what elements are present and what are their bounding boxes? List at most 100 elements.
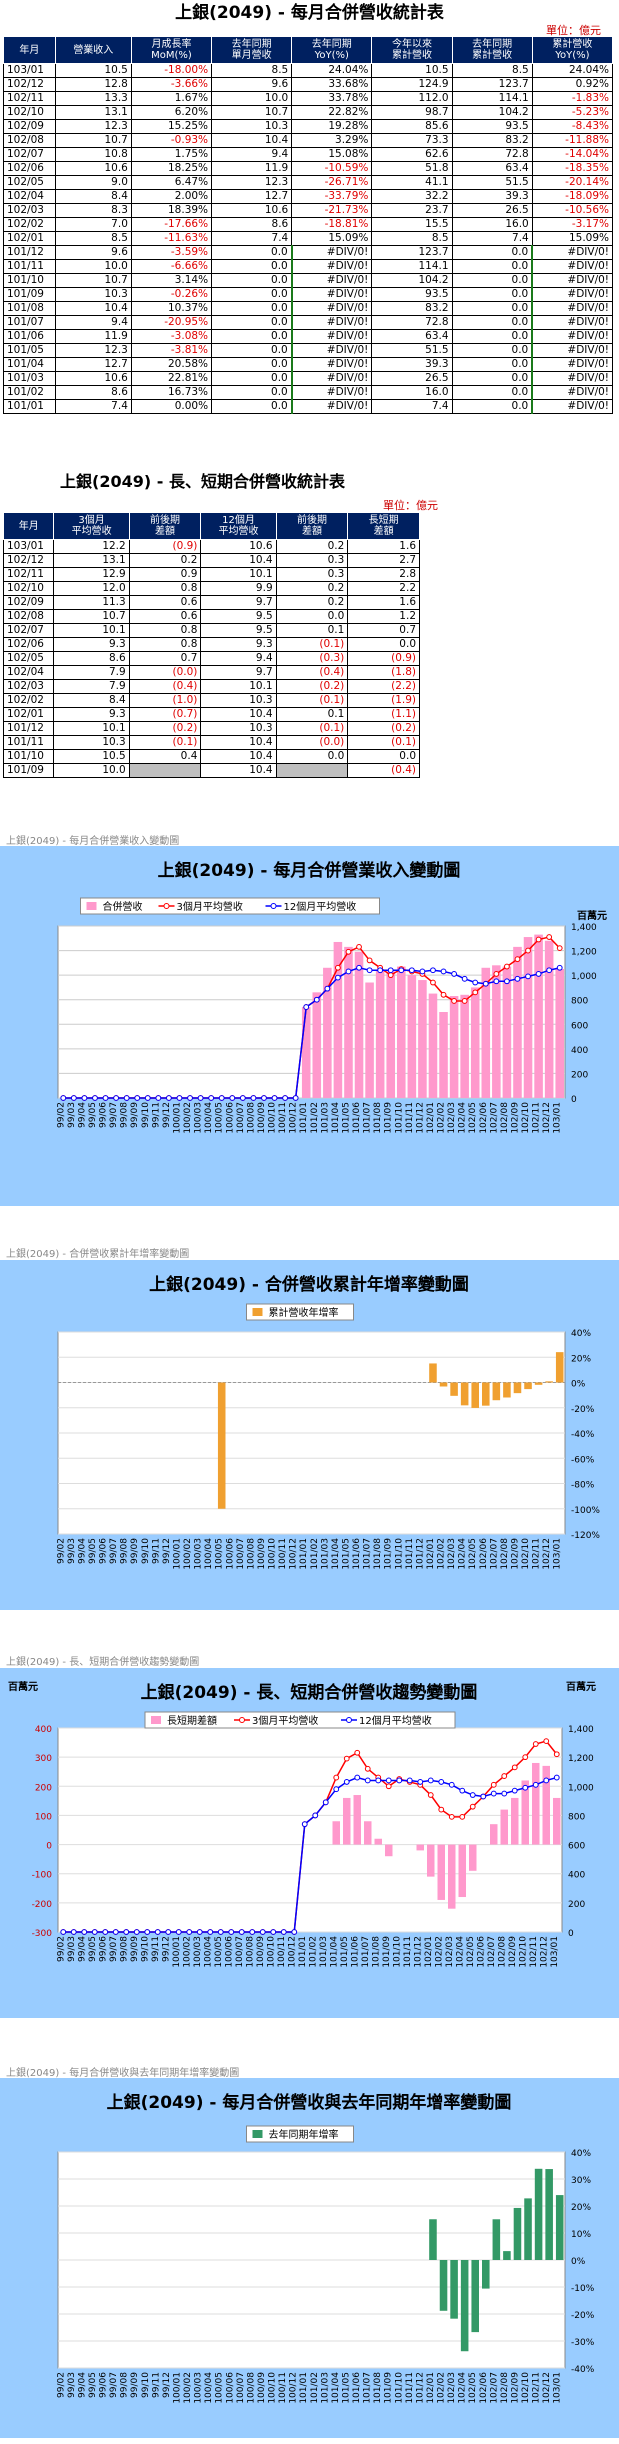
table1-cell: -3.17% bbox=[531, 217, 614, 232]
avg12-point bbox=[60, 1095, 67, 1101]
x-tick-label: 100/07 bbox=[235, 1936, 245, 1968]
chart4-caption: 上銀(2049) - 每月合併營收與去年同期年增率變動圖 bbox=[6, 2068, 240, 2079]
x-tick-label: 102/08 bbox=[500, 2372, 510, 2404]
x-tick-label: 101/11 bbox=[405, 1538, 415, 1570]
table1-cell: 101/07 bbox=[3, 315, 56, 330]
avg12-point bbox=[419, 968, 426, 975]
revenue-bar bbox=[555, 969, 564, 1098]
x-tick-label: 101/01 bbox=[298, 1936, 308, 1968]
table1-cell: 72.8 bbox=[451, 147, 533, 162]
x-tick-label: 101/06 bbox=[352, 1538, 362, 1570]
table2-cell: 0.2 bbox=[128, 553, 202, 568]
table2-cell: 10.3 bbox=[200, 721, 277, 736]
table2-cell: 1.6 bbox=[347, 539, 420, 554]
x-tick-label: 102/03 bbox=[447, 1102, 457, 1134]
table2-cell: (1.8) bbox=[347, 665, 420, 680]
table1-cell: 0.92% bbox=[531, 77, 614, 92]
x-tick-label: 99/04 bbox=[77, 1538, 87, 1564]
cumulative-yoy-bar bbox=[545, 1381, 553, 1383]
table1-cell: 6.20% bbox=[130, 105, 213, 120]
x-tick-label: 102/06 bbox=[476, 1936, 486, 1968]
avg12-point bbox=[249, 1929, 256, 1935]
x-tick-label: 99/11 bbox=[151, 1936, 161, 1962]
x-tick-label: 100/08 bbox=[246, 1102, 256, 1134]
avg12-point bbox=[144, 1095, 151, 1101]
legend-swatch bbox=[151, 1716, 161, 1724]
table1-cell: 22.81% bbox=[130, 371, 213, 386]
table1-cell: 10.8 bbox=[54, 147, 132, 162]
diff-bar bbox=[364, 1821, 372, 1845]
x-tick-label: 100/10 bbox=[268, 1538, 278, 1570]
revenue-bar bbox=[418, 980, 427, 1098]
legend-label: 長短期差額 bbox=[167, 1714, 217, 1727]
x-tick-label: 103/01 bbox=[550, 1936, 560, 1968]
table1-cell: 85.6 bbox=[371, 119, 453, 134]
x-tick-label: 101/12 bbox=[415, 1538, 425, 1570]
avg12-point bbox=[322, 1799, 329, 1806]
cumulative-yoy-bar bbox=[555, 1352, 564, 1383]
table2-cell: (0.9) bbox=[128, 539, 202, 554]
y-left-tick-label: 0 bbox=[46, 1842, 52, 1852]
table1-cell: 10.7 bbox=[211, 105, 293, 120]
avg3-point bbox=[345, 948, 352, 955]
table1-cell: 0.0 bbox=[211, 329, 293, 344]
table1-cell: 1.67% bbox=[130, 91, 213, 106]
y-tick-label: -20% bbox=[571, 1405, 595, 1415]
diff-bar bbox=[437, 1844, 445, 1900]
avg12-point bbox=[250, 1095, 257, 1101]
avg12-point bbox=[271, 1095, 278, 1101]
avg12-point bbox=[493, 978, 500, 985]
table1-cell: 51.5 bbox=[371, 343, 453, 358]
avg3-point bbox=[427, 1792, 434, 1798]
x-tick-label: 102/05 bbox=[468, 1538, 478, 1570]
avg12-point bbox=[102, 1929, 109, 1935]
x-tick-label: 100/02 bbox=[182, 1936, 192, 1968]
table2-cell: 102/04 bbox=[2, 665, 55, 680]
legend bbox=[144, 1711, 456, 1729]
x-tick-label: 103/01 bbox=[553, 1538, 563, 1570]
x-tick-label: 99/08 bbox=[120, 1102, 130, 1128]
table2-cell: 7.9 bbox=[53, 665, 130, 680]
monthly-yoy-bar bbox=[524, 2198, 532, 2260]
x-tick-label: 99/04 bbox=[77, 1102, 87, 1128]
table2-cell: (1.1) bbox=[347, 707, 420, 722]
table1-cell: 123.7 bbox=[371, 245, 453, 260]
table1-cell: 6.47% bbox=[130, 175, 213, 190]
x-tick-label: 102/02 bbox=[437, 1538, 447, 1570]
y-tick-label: -80% bbox=[571, 1481, 595, 1491]
x-tick-label: 101/04 bbox=[331, 1538, 341, 1570]
table1-cell: 10.6 bbox=[54, 371, 132, 386]
legend-marker bbox=[239, 1717, 245, 1723]
table1-cell: -20.14% bbox=[531, 175, 614, 190]
revenue-bar bbox=[523, 937, 533, 1098]
table2-row: 101/09 10.0 10.4 (0.4) bbox=[2, 763, 420, 778]
x-tick-label: 99/07 bbox=[109, 1936, 119, 1962]
avg12-point bbox=[553, 1774, 560, 1781]
table1-cell: #DIV/0! bbox=[531, 329, 614, 344]
x-tick-label: 99/05 bbox=[88, 1538, 98, 1564]
table1-cell: 93.5 bbox=[451, 119, 533, 134]
table1-cell: -0.93% bbox=[130, 133, 213, 148]
table2-cell: 9.9 bbox=[200, 581, 277, 596]
avg12-point bbox=[482, 980, 489, 987]
y-tick-label: 0% bbox=[571, 1380, 586, 1390]
diff-bar bbox=[374, 1838, 382, 1845]
cumulative-yoy-bar bbox=[217, 1382, 226, 1509]
table1-cell: 0.0 bbox=[451, 245, 533, 260]
table1-cell: #DIV/0! bbox=[531, 273, 614, 288]
table1-row: 101/06 11.9 -3.08% 0.0 #DIV/0! 63.4 0.0 #DIV/0! bbox=[3, 329, 614, 344]
table1-cell: 63.4 bbox=[371, 329, 453, 344]
table1-cell: 12.8 bbox=[54, 77, 132, 92]
x-tick-label: 100/06 bbox=[225, 1102, 235, 1134]
revenue-bar bbox=[365, 982, 374, 1098]
legend bbox=[80, 897, 380, 915]
avg12-point bbox=[301, 1821, 308, 1828]
x-tick-label: 100/07 bbox=[236, 1538, 246, 1570]
y-tick-label: 1,400 bbox=[571, 923, 597, 933]
x-tick-label: 99/07 bbox=[109, 1102, 119, 1128]
table1-cell: 7.4 bbox=[371, 399, 453, 414]
x-tick-label: 101/03 bbox=[320, 1102, 330, 1134]
avg12-point bbox=[501, 1790, 508, 1797]
avg12-point bbox=[112, 1929, 119, 1935]
x-tick-label: 99/09 bbox=[130, 1102, 140, 1128]
